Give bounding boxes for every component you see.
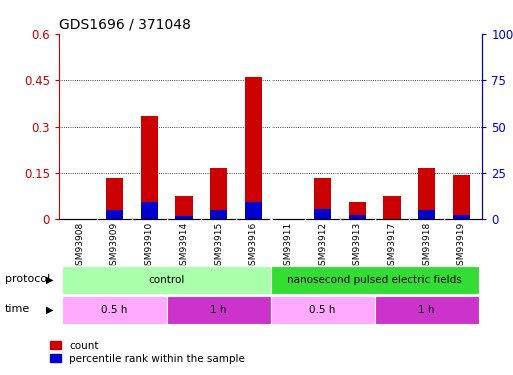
Text: GSM93919: GSM93919 xyxy=(457,222,466,271)
Text: GDS1696 / 371048: GDS1696 / 371048 xyxy=(59,17,191,31)
Text: protocol: protocol xyxy=(5,274,50,284)
Bar xyxy=(271,296,374,324)
Bar xyxy=(271,266,479,294)
Text: GSM93910: GSM93910 xyxy=(145,222,154,271)
Bar xyxy=(106,210,123,219)
Text: GSM93916: GSM93916 xyxy=(249,222,258,271)
Bar xyxy=(349,215,366,219)
Legend: count, percentile rank within the sample: count, percentile rank within the sample xyxy=(46,336,249,368)
Text: 1 h: 1 h xyxy=(419,305,435,315)
Bar xyxy=(210,210,227,219)
Bar xyxy=(453,215,470,219)
Text: 0.5 h: 0.5 h xyxy=(309,305,336,315)
Text: GSM93914: GSM93914 xyxy=(180,222,188,271)
Text: GSM93908: GSM93908 xyxy=(75,222,84,271)
Bar xyxy=(383,196,401,219)
Text: GSM93917: GSM93917 xyxy=(387,222,397,271)
Bar xyxy=(167,296,271,324)
Text: GSM93911: GSM93911 xyxy=(284,222,292,271)
Bar xyxy=(453,174,470,219)
Bar xyxy=(106,178,123,219)
Text: GSM93912: GSM93912 xyxy=(318,222,327,271)
Bar xyxy=(141,202,158,219)
Text: time: time xyxy=(5,304,30,314)
Bar xyxy=(245,77,262,219)
Text: control: control xyxy=(148,275,185,285)
Bar xyxy=(374,296,479,324)
Bar xyxy=(314,209,331,219)
Bar xyxy=(175,196,192,219)
Bar xyxy=(63,296,167,324)
Text: ▶: ▶ xyxy=(46,304,54,314)
Text: 1 h: 1 h xyxy=(210,305,227,315)
Text: GSM93915: GSM93915 xyxy=(214,222,223,271)
Bar xyxy=(210,168,227,219)
Bar xyxy=(175,216,192,219)
Text: nanosecond pulsed electric fields: nanosecond pulsed electric fields xyxy=(287,275,462,285)
Text: 0.5 h: 0.5 h xyxy=(101,305,128,315)
Text: GSM93913: GSM93913 xyxy=(353,222,362,271)
Bar xyxy=(349,202,366,219)
Text: ▶: ▶ xyxy=(46,274,54,284)
Bar xyxy=(418,168,436,219)
Bar xyxy=(314,178,331,219)
Bar xyxy=(63,266,271,294)
Text: GSM93918: GSM93918 xyxy=(422,222,431,271)
Bar xyxy=(141,116,158,219)
Bar xyxy=(418,210,436,219)
Bar xyxy=(245,202,262,219)
Text: GSM93909: GSM93909 xyxy=(110,222,119,271)
